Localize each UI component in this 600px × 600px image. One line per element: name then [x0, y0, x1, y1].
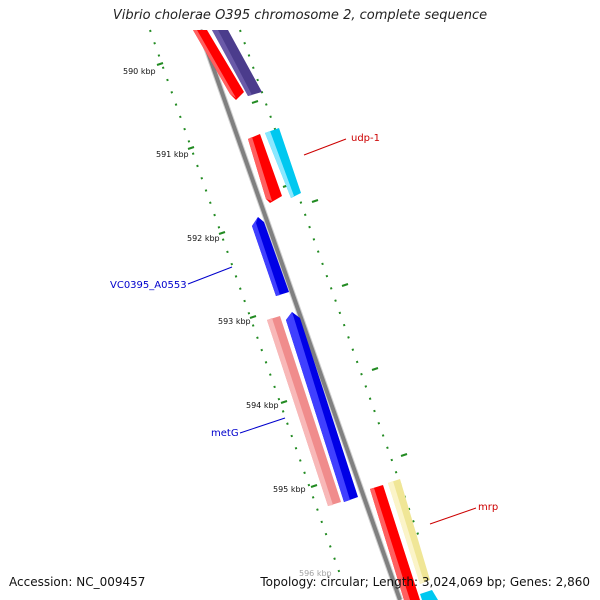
backbone [197, 29, 403, 600]
leader-VC0395_A0553 [187, 266, 233, 285]
tick-marks-right [251, 100, 408, 457]
leader-metG [239, 417, 286, 434]
tick-marks-left [156, 62, 318, 488]
leader-udp-1 [303, 138, 347, 156]
tick-label-595: 595 kbp [273, 485, 306, 494]
gene-top-purple[interactable] [212, 30, 262, 96]
tick-label-596: 596 kbp [299, 569, 332, 578]
tick-label-593: 593 kbp [218, 317, 251, 326]
gene-top-red[interactable] [193, 30, 244, 100]
tick-label-594: 594 kbp [246, 401, 279, 410]
gene-mrp[interactable] [388, 479, 430, 584]
gene-label-VC0395_A0553[interactable]: VC0395_A0553 [110, 280, 187, 291]
gene-red-bottom[interactable] [370, 485, 420, 600]
gene-VC0395_A0553[interactable] [252, 217, 289, 296]
gene-bottom-cyan[interactable] [420, 590, 438, 600]
gene-blue-right[interactable] [286, 312, 358, 502]
inner-dotted-guide [149, 29, 343, 581]
gene-label-udp-1[interactable]: udp-1 [351, 133, 380, 144]
gene-label-metG[interactable]: metG [211, 428, 239, 439]
map-title: Vibrio cholerae O395 chromosome 2, compl… [112, 8, 488, 23]
gene-metG[interactable] [267, 316, 341, 506]
outer-dotted-guide [239, 29, 421, 541]
tick-label-591: 591 kbp [156, 150, 189, 159]
accession-text: Accession: NC_009457 [9, 575, 146, 589]
gene-udp-1[interactable] [265, 128, 301, 198]
leader-mrp [429, 507, 477, 525]
tick-label-592: 592 kbp [187, 234, 220, 243]
tick-label-590: 590 kbp [123, 67, 156, 76]
gene-red-2[interactable] [248, 134, 282, 203]
gene-label-mrp[interactable]: mrp [478, 502, 498, 513]
summary-text: Topology: circular; Length: 3,024,069 bp… [260, 575, 590, 589]
